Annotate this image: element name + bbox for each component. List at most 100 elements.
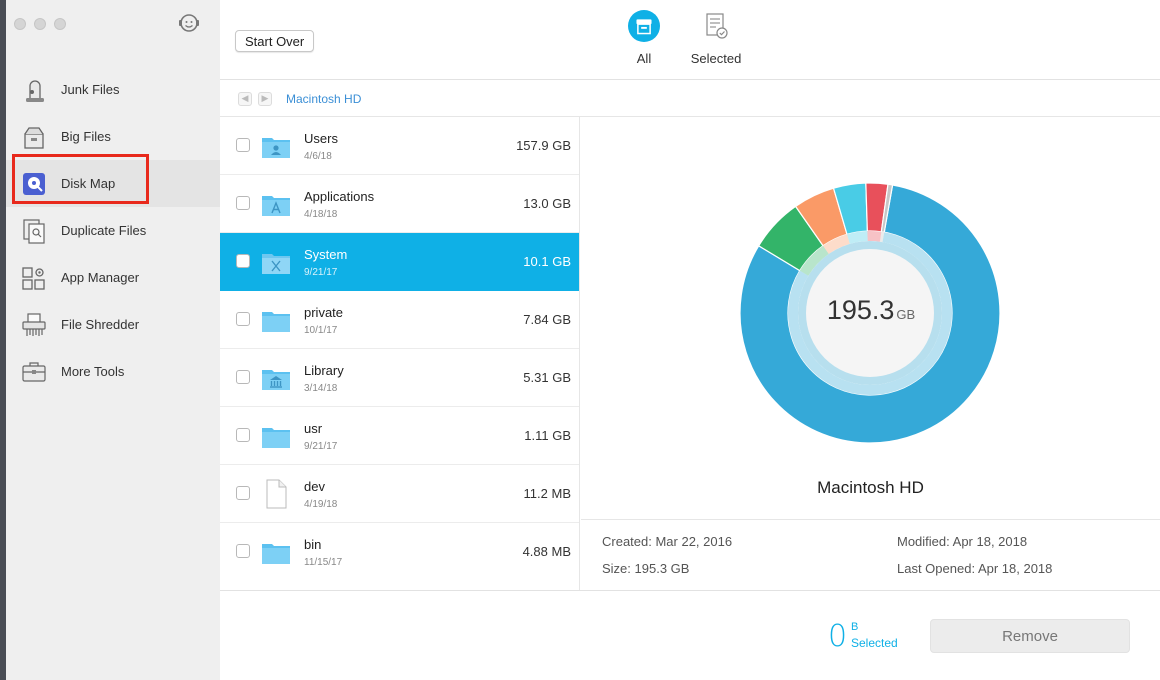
disk-total-unit: GB xyxy=(896,307,916,322)
sidebar: Junk Files Big Files Disk Map Duplicate … xyxy=(6,0,220,680)
file-name: System xyxy=(304,247,348,262)
selected-size-label: Selected xyxy=(851,636,898,650)
forward-arrow-icon[interactable]: ▶ xyxy=(258,91,272,106)
sidebar-item-duplicate-files[interactable]: Duplicate Files xyxy=(6,207,220,254)
bottom-bar: 0 B Selected Remove xyxy=(220,590,1160,680)
file-name: Users xyxy=(304,131,338,146)
donut-inner-segment xyxy=(879,231,885,243)
checklist-icon xyxy=(700,10,732,42)
sidebar-item-app-manager[interactable]: App Manager xyxy=(6,254,220,301)
donut-inner-segment xyxy=(799,245,829,276)
donut-segment[interactable] xyxy=(739,184,1001,444)
app-manager-icon xyxy=(20,264,48,292)
modified-date: Modified: Apr 18, 2018 xyxy=(897,534,1028,549)
window-edge xyxy=(0,0,6,680)
disk-usage-donut-chart xyxy=(739,182,1001,444)
start-over-button[interactable]: Start Over xyxy=(235,30,315,52)
sidebar-item-disk-map[interactable]: Disk Map xyxy=(6,160,220,207)
donut-segment[interactable] xyxy=(880,183,894,233)
zoom-window-button[interactable] xyxy=(54,18,66,30)
selected-size-value: 0 xyxy=(828,619,848,654)
tab-all[interactable]: All xyxy=(624,10,664,66)
sidebar-item-file-shredder[interactable]: File Shredder xyxy=(6,301,220,348)
sidebar-item-label: App Manager xyxy=(61,270,140,285)
toolbar: Start Over All Selected xyxy=(220,0,1160,80)
file-checkbox[interactable] xyxy=(236,370,250,384)
file-date: 4/18/18 xyxy=(304,209,338,220)
file-name: Applications xyxy=(304,189,375,204)
donut-inner-segment xyxy=(823,234,850,254)
file-list: Users 4/6/18 157.9 GB Applications 4/18/… xyxy=(220,117,580,590)
disk-map-icon xyxy=(20,170,48,198)
list-item[interactable]: System 9/21/17 10.1 GB xyxy=(220,233,579,291)
file-size: 10.1 GB xyxy=(523,254,571,269)
file-date: 9/21/17 xyxy=(304,441,338,452)
library-folder-icon xyxy=(260,362,292,394)
sidebar-item-label: Junk Files xyxy=(61,82,120,97)
vacuum-icon xyxy=(20,76,48,104)
list-item[interactable]: Library 3/14/18 5.31 GB xyxy=(220,349,579,407)
minimize-window-button[interactable] xyxy=(34,18,46,30)
tab-label: Selected xyxy=(690,51,742,66)
window-controls xyxy=(14,18,66,30)
sidebar-item-label: More Tools xyxy=(61,364,125,379)
sidebar-item-label: Disk Map xyxy=(61,176,116,191)
shredder-icon xyxy=(20,311,48,339)
file-checkbox[interactable] xyxy=(236,544,250,558)
disk-total-value: 195.3 xyxy=(826,295,895,325)
back-arrow-icon[interactable]: ◀ xyxy=(238,91,252,106)
users-folder-icon xyxy=(260,130,292,162)
file-name: Library xyxy=(304,363,344,378)
file-checkbox[interactable] xyxy=(236,196,250,210)
disk-total-size: 195.3 GB xyxy=(781,295,961,326)
file-size: 1.11 GB xyxy=(524,428,571,443)
file-size: 5.31 GB xyxy=(523,370,571,385)
volume-name: Macintosh HD xyxy=(817,478,924,497)
toolbox-icon xyxy=(20,358,48,386)
sidebar-item-more-tools[interactable]: More Tools xyxy=(6,348,220,395)
list-item[interactable]: dev 4/19/18 11.2 MB xyxy=(220,465,579,523)
list-item[interactable]: usr 9/21/17 1.11 GB xyxy=(220,407,579,465)
sidebar-item-big-files[interactable]: Big Files xyxy=(6,113,220,160)
file-date: 3/14/18 xyxy=(304,383,338,394)
box-icon xyxy=(20,123,48,151)
file-size: 157.9 GB xyxy=(516,138,571,153)
donut-inner-segment xyxy=(867,231,882,242)
file-size: 11.2 MB xyxy=(523,486,571,501)
list-item[interactable]: bin 11/15/17 4.88 MB xyxy=(220,523,579,581)
list-item[interactable]: Applications 4/18/18 13.0 GB xyxy=(220,175,579,233)
file-checkbox[interactable] xyxy=(236,138,250,152)
file-date: 4/19/18 xyxy=(304,499,338,510)
sidebar-item-label: Duplicate Files xyxy=(61,223,147,238)
file-checkbox[interactable] xyxy=(236,254,250,268)
file-size: 4.88 MB xyxy=(522,544,571,559)
disk-size: Size: 195.3 GB xyxy=(602,561,690,576)
close-window-button[interactable] xyxy=(14,18,26,30)
file-name: bin xyxy=(304,537,322,552)
support-icon[interactable] xyxy=(178,12,200,34)
tab-label: All xyxy=(636,51,652,66)
sidebar-item-label: Big Files xyxy=(61,129,111,144)
file-name: usr xyxy=(304,421,323,436)
file-date: 10/1/17 xyxy=(304,325,338,336)
file-checkbox[interactable] xyxy=(236,312,250,326)
file-size: 7.84 GB xyxy=(523,312,571,327)
file-date: 9/21/17 xyxy=(304,267,338,278)
file-name: private xyxy=(304,305,344,320)
file-size: 13.0 GB xyxy=(523,196,571,211)
sidebar-nav: Junk Files Big Files Disk Map Duplicate … xyxy=(6,66,220,395)
tab-selected[interactable]: Selected xyxy=(686,10,746,66)
folder-icon xyxy=(260,536,292,568)
sidebar-item-junk-files[interactable]: Junk Files xyxy=(6,66,220,113)
file-checkbox[interactable] xyxy=(236,486,250,500)
file-checkbox[interactable] xyxy=(236,428,250,442)
folder-icon xyxy=(260,304,292,336)
list-item[interactable]: private 10/1/17 7.84 GB xyxy=(220,291,579,349)
list-item[interactable]: Users 4/6/18 157.9 GB xyxy=(220,117,579,175)
created-date: Created: Mar 22, 2016 xyxy=(602,534,733,549)
duplicate-files-icon xyxy=(20,217,48,245)
main-content: Start Over All Selected ◀ ▶ Macintosh HD… xyxy=(220,0,1160,680)
selected-size-unit: B xyxy=(851,621,859,633)
breadcrumb-item[interactable]: Macintosh HD xyxy=(286,91,362,106)
remove-button[interactable]: Remove xyxy=(930,619,1130,653)
